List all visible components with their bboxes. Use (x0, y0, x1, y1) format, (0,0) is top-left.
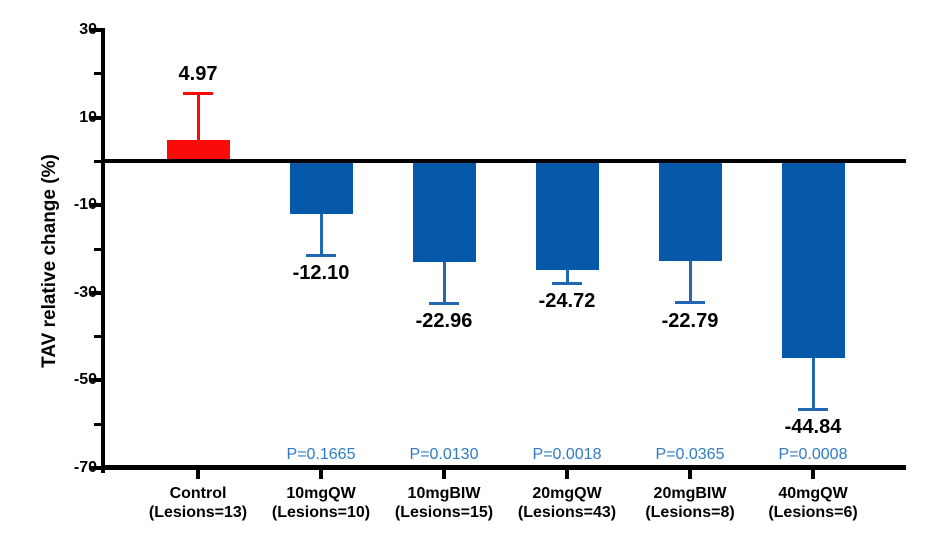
error-bar-cap (798, 407, 828, 411)
bar-value-label: -22.96 (415, 310, 473, 333)
p-value-label: P=0.0130 (409, 446, 479, 463)
x-axis-tick (811, 470, 815, 479)
error-bar-cap (429, 301, 459, 305)
bar-value-label: -24.72 (538, 290, 596, 313)
y-axis-major-tick (91, 466, 101, 470)
y-axis-major-tick (91, 115, 101, 120)
p-value-label: P=0.0365 (655, 446, 725, 463)
y-axis-major-tick (91, 203, 101, 208)
bar (535, 161, 599, 270)
x-category-lesions-label: (Lesions=10) (271, 504, 371, 521)
error-bar-cap (552, 281, 582, 285)
p-value-label: P=0.0008 (778, 446, 848, 463)
x-category-lesions-label: (Lesions=6) (768, 504, 858, 521)
bar (166, 139, 230, 162)
x-category-lesions-label: (Lesions=43) (517, 504, 617, 521)
error-bar-line (565, 269, 569, 284)
x-category-label: 20mgQW (532, 485, 602, 502)
error-bar-line (811, 357, 815, 410)
x-category-lesions-label: (Lesions=15) (394, 504, 494, 521)
y-axis-line (101, 28, 105, 473)
p-value-label: P=0.1665 (286, 446, 356, 463)
x-category-label: Control (169, 485, 227, 502)
x-axis-tick (565, 470, 569, 479)
bar (781, 161, 845, 358)
x-axis-line (101, 465, 906, 470)
x-axis-tick (196, 470, 200, 479)
error-bar-line (319, 214, 323, 256)
x-axis-tick (319, 470, 323, 479)
y-axis-tick-label: -30 (73, 283, 97, 301)
y-axis-tick-label: -50 (73, 371, 97, 389)
x-category-label: 10mgQW (286, 485, 356, 502)
x-category-label: 40mgQW (778, 485, 848, 502)
x-category-lesions-label: (Lesions=8) (645, 504, 735, 521)
y-axis-tick-label: -10 (73, 196, 97, 214)
x-category-lesions-label: (Lesions=13) (148, 504, 248, 521)
bar-value-label: -44.84 (784, 416, 842, 439)
bar-value-label: -12.10 (292, 262, 350, 285)
y-axis-minor-tick (94, 72, 101, 76)
error-bar-line (688, 261, 692, 303)
y-axis-minor-tick (94, 247, 101, 251)
y-axis-tick-label: -70 (73, 459, 97, 476)
error-bar-cap (183, 91, 213, 95)
bar (289, 161, 353, 215)
error-bar-cap (306, 253, 336, 257)
y-axis-minor-tick (94, 159, 101, 163)
bar (412, 161, 476, 262)
y-axis-minor-tick (94, 335, 101, 339)
error-bar-line (442, 261, 446, 304)
y-axis-tick-label: 30 (79, 21, 97, 38)
bar-value-label: -22.79 (661, 309, 719, 332)
x-category-label: 10mgBIW (407, 485, 481, 502)
error-bar-cap (675, 301, 705, 305)
y-axis-tick-label: 10 (79, 108, 97, 126)
x-axis-tick (442, 470, 446, 479)
p-value-label: P=0.0018 (532, 446, 602, 463)
y-axis-minor-tick (94, 422, 101, 426)
x-axis-tick (688, 470, 692, 479)
y-axis-major-tick (91, 28, 101, 32)
error-bar-line (196, 93, 200, 140)
zero-line (101, 159, 906, 164)
y-axis-major-tick (91, 378, 101, 383)
bar-value-label: 4.97 (178, 63, 218, 86)
x-category-label: 20mgBIW (653, 485, 727, 502)
y-axis-major-tick (91, 290, 101, 295)
bar (658, 161, 722, 262)
